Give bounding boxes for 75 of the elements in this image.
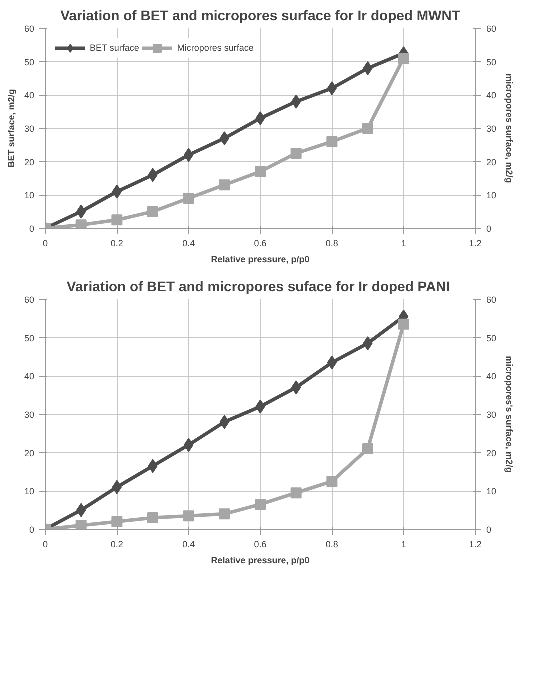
x-axis-title: Relative pressure, p/p0 (211, 254, 310, 264)
y-tick-label: 60 (24, 295, 35, 305)
y2-tick-label: 20 (486, 448, 497, 458)
point (76, 520, 87, 530)
x-tick-label: 0 (42, 540, 48, 550)
point (256, 112, 266, 126)
x-tick-label: 0.4 (182, 238, 196, 248)
y-tick-label: 0 (29, 525, 35, 535)
x-tick-label: 1.2 (469, 540, 482, 550)
y2-axis-title: micropores's surface, m2/g (504, 356, 515, 473)
point (398, 53, 410, 64)
point (255, 499, 266, 510)
y2-tick-label: 60 (486, 24, 497, 34)
point (183, 510, 194, 522)
y-tick-label: 40 (24, 372, 35, 382)
y2-tick-label: 0 (486, 525, 492, 535)
y2-tick-label: 10 (486, 486, 497, 497)
y2-tick-label: 40 (486, 372, 497, 382)
y2-tick-label: 0 (486, 224, 492, 234)
y2-tick-label: 60 (486, 295, 497, 305)
y-tick-label: 20 (24, 157, 35, 168)
point (148, 512, 158, 524)
y2-tick-label: 20 (486, 157, 497, 168)
y-tick-label: 50 (24, 333, 35, 344)
point (362, 444, 374, 454)
point (363, 62, 373, 76)
legend-label: BET surface (90, 43, 140, 53)
y-tick-label: 30 (24, 410, 35, 420)
y2-tick-label: 30 (486, 124, 497, 134)
point (326, 476, 338, 488)
y-axis-title: BET surface, m2/g (6, 89, 16, 168)
point (290, 488, 302, 499)
x-tick-label: 1 (401, 540, 406, 550)
x-tick-label: 0.2 (110, 238, 124, 248)
x-tick-label: 0.2 (110, 540, 124, 550)
point (148, 206, 158, 218)
point (326, 136, 338, 148)
point (219, 508, 230, 520)
point (220, 132, 230, 146)
x-tick-label: 0.8 (326, 540, 338, 550)
legend-label: Micropores surface (177, 43, 254, 53)
y2-tick-label: 30 (486, 410, 497, 420)
x-tick-label: 0.6 (254, 238, 267, 248)
point (76, 220, 87, 228)
y2-tick-label: 50 (486, 333, 497, 344)
point (183, 193, 194, 204)
point (255, 166, 266, 178)
y-tick-label: 60 (24, 24, 35, 34)
x-tick-label: 1.2 (469, 238, 482, 248)
y-tick-label: 10 (24, 486, 35, 497)
chart-title: Variation of BET and micropores surface for Ir doped MWNT (60, 8, 461, 24)
y-tick-label: 10 (24, 190, 35, 201)
x-tick-label: 0.8 (326, 238, 338, 248)
x-axis-title: Relative pressure, p/p0 (211, 556, 310, 566)
point (362, 123, 374, 134)
point (398, 318, 410, 330)
x-tick-label: 0 (42, 238, 48, 248)
point (327, 82, 337, 96)
point (219, 180, 230, 191)
point (112, 516, 123, 528)
point (112, 214, 123, 226)
y-tick-label: 0 (29, 224, 35, 234)
x-tick-label: 0.4 (182, 540, 196, 550)
point (290, 148, 302, 159)
chart-title: Variation of BET and micropores suface for Ir doped PANI (66, 278, 450, 294)
y2-tick-label: 50 (486, 57, 497, 68)
y-tick-label: 50 (24, 57, 35, 68)
y2-tick-label: 40 (486, 90, 497, 101)
y2-tick-label: 10 (486, 190, 497, 201)
y-tick-label: 30 (24, 124, 35, 134)
y2-axis-title: micropores surface, m2/g (504, 74, 515, 184)
y-tick-label: 40 (24, 90, 35, 101)
y-tick-label: 20 (24, 448, 35, 458)
x-tick-label: 1 (401, 238, 406, 248)
x-tick-label: 0.6 (254, 540, 267, 550)
